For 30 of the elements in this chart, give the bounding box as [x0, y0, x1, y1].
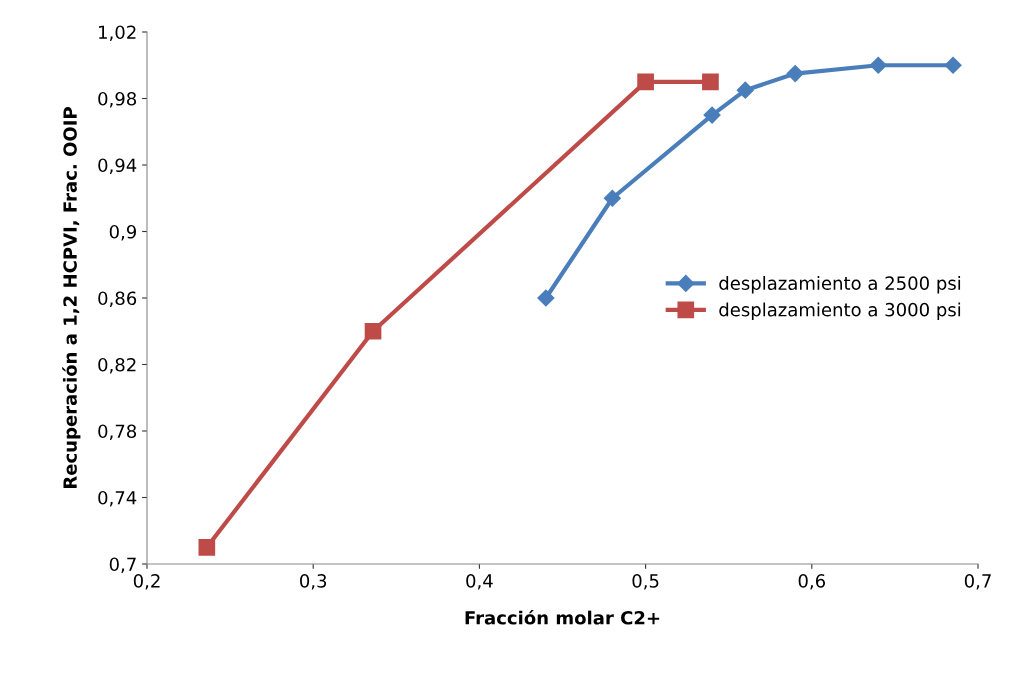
point [603, 189, 621, 207]
point [702, 73, 719, 91]
y-tick-label: 1,02 [99, 25, 136, 41]
point [869, 56, 887, 74]
point [198, 539, 216, 556]
y-tick-label: 0,98 [98, 91, 137, 108]
y-tick-label: 0,9 [109, 224, 137, 241]
y-tick-label: 0,94 [98, 158, 137, 174]
x-tick-label: 0,3 [300, 574, 327, 590]
y-tick-label: 0,78 [98, 424, 137, 440]
point [703, 106, 721, 124]
x-axis-title: Fracción molar C2+ [465, 609, 660, 625]
y-tick-label: 0,7 [109, 557, 136, 573]
point [944, 56, 962, 74]
x-tick-label: 0,7 [964, 574, 991, 590]
point [637, 73, 654, 91]
point [537, 289, 555, 307]
y-tick-label: 0,82 [98, 357, 136, 374]
y-tick-label: 0,74 [98, 490, 137, 507]
x-tick-label: 0,6 [798, 574, 826, 590]
point [736, 81, 754, 99]
legend-label: desplazamiento a 2500 psi [719, 276, 961, 294]
point [364, 322, 382, 340]
point [786, 65, 804, 83]
legend-label: desplazamiento a 3000 psi [719, 302, 961, 320]
y-axis-title: Recuperación a 1,2 HCPVI, Frac. OOIP [62, 107, 81, 489]
x-tick-label: 0,4 [466, 574, 493, 590]
x-tick-label: 0,5 [632, 574, 659, 590]
x-tick-label: 0,2 [133, 574, 160, 590]
y-tick-label: 0,86 [98, 291, 137, 307]
